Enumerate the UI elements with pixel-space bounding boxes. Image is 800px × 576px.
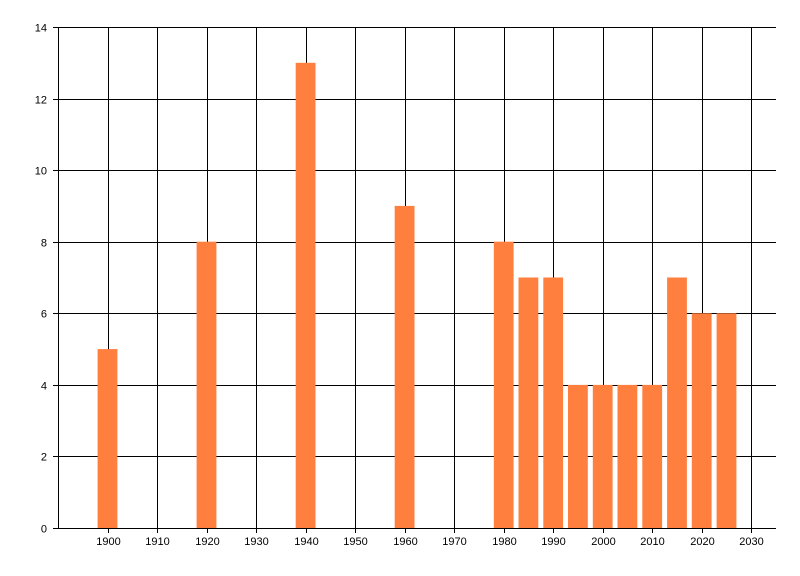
y-tick-label: 0 <box>41 524 47 536</box>
x-tick-label: 2010 <box>640 536 664 548</box>
y-tick-label: 4 <box>41 381 47 393</box>
x-tick-label: 1990 <box>541 536 565 548</box>
y-tick-label: 10 <box>35 166 47 178</box>
x-tick-label: 1970 <box>442 536 466 548</box>
y-tick-label: 12 <box>35 95 47 107</box>
bar <box>394 205 415 528</box>
grid-lines <box>58 27 776 529</box>
bar <box>617 384 638 528</box>
x-tick-label: 1910 <box>145 536 169 548</box>
y-tick-label: 6 <box>41 309 47 321</box>
bars <box>97 62 737 529</box>
bar <box>295 62 316 529</box>
x-tick-label: 1960 <box>393 536 417 548</box>
bar <box>568 384 588 528</box>
bar <box>543 277 564 528</box>
x-tick-label: 1920 <box>195 536 219 548</box>
bar <box>196 241 217 528</box>
bar <box>716 313 737 528</box>
bar <box>592 384 613 528</box>
bar <box>97 349 118 528</box>
x-tick-label: 1950 <box>343 536 367 548</box>
x-tick-label: 1940 <box>294 536 318 548</box>
bar <box>691 313 712 528</box>
axes <box>58 27 776 529</box>
y-tick-label: 2 <box>41 452 47 464</box>
y-tick-label: 14 <box>35 23 47 35</box>
x-tick-label: 1930 <box>244 536 268 548</box>
y-axis-ticks: 0 2 4 6 8 10 12 14 <box>35 23 58 536</box>
bar <box>493 241 514 528</box>
bar <box>518 277 539 528</box>
x-tick-label: 2000 <box>591 536 615 548</box>
x-tick-label: 1980 <box>492 536 516 548</box>
y-tick-label: 8 <box>41 238 47 250</box>
bar <box>667 277 687 528</box>
x-axis-ticks: 1900 1910 1920 1930 1940 1950 1960 1970 1980 1990… <box>96 528 764 548</box>
x-tick-label: 2020 <box>690 536 714 548</box>
x-tick-label: 1900 <box>96 536 120 548</box>
bar <box>642 384 663 528</box>
x-tick-label: 2030 <box>739 536 763 548</box>
